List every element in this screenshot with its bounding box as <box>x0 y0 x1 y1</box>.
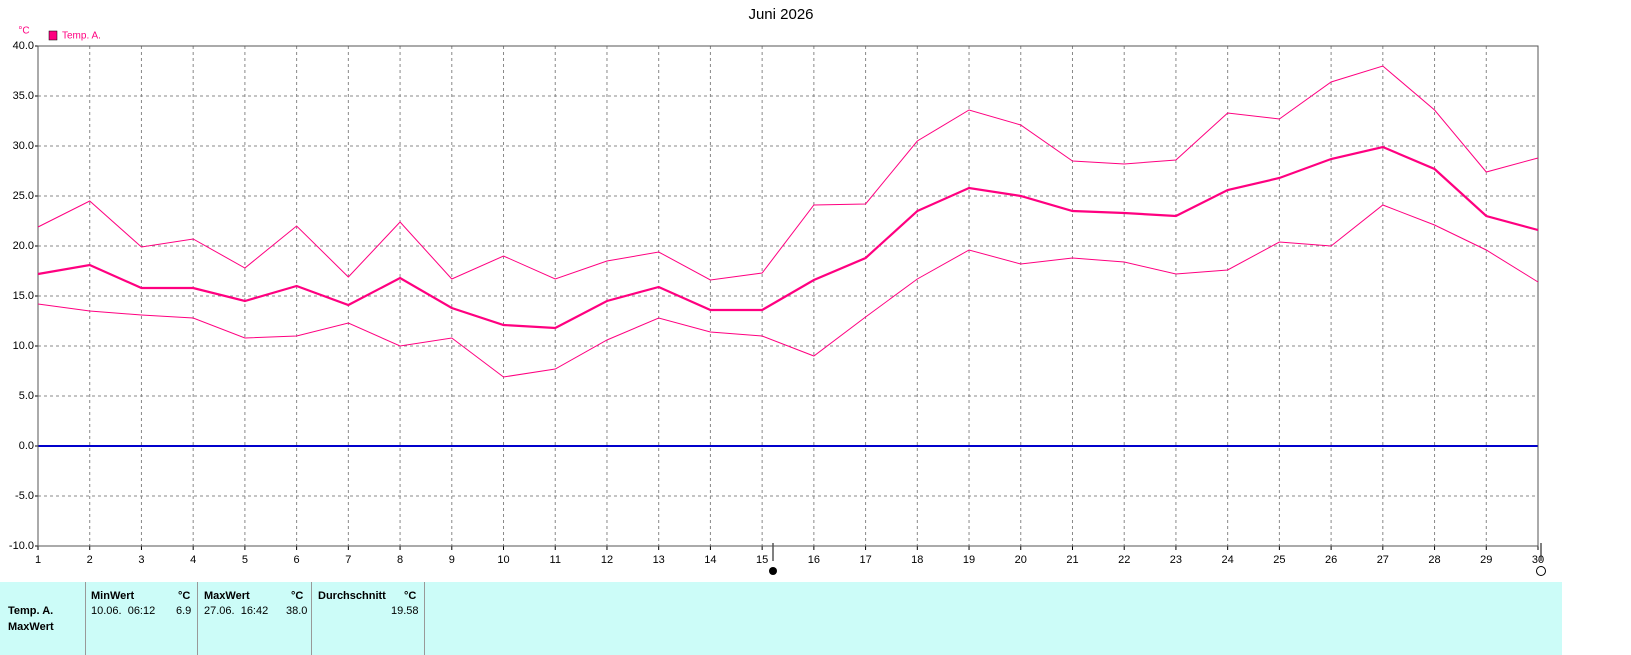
x-tick-label: 13 <box>653 554 665 566</box>
y-tick-label: 15.0 <box>13 290 34 302</box>
x-tick-label: 3 <box>138 554 144 566</box>
y-tick-label: -10.0 <box>9 540 34 552</box>
stats-table: MinWert °C MaxWert °C Durchschnitt °C Te… <box>0 582 1562 655</box>
x-tick-label: 12 <box>601 554 613 566</box>
cell: 38.0 <box>286 605 308 617</box>
x-tick-label: 6 <box>294 554 300 566</box>
x-tick-label: 9 <box>449 554 455 566</box>
divider <box>197 582 198 655</box>
x-tick-label: 26 <box>1325 554 1337 566</box>
marker <box>769 567 777 575</box>
x-tick-label: 11 <box>550 554 561 566</box>
x-tick-label: 22 <box>1118 554 1130 566</box>
x-tick-label: 16 <box>808 554 820 566</box>
cell: 19.58 <box>391 605 419 617</box>
x-tick-label: 23 <box>1170 554 1182 566</box>
line-values <box>37 145 1539 330</box>
y-tick-label: 40.0 <box>13 40 34 52</box>
x-tick-label: 29 <box>1480 554 1492 566</box>
line-min <box>37 204 1539 378</box>
x-tick-label: 28 <box>1428 554 1440 566</box>
plot-frame <box>37 45 1539 547</box>
x-tick-label: 17 <box>859 554 871 566</box>
x-tick-label: 20 <box>1015 554 1027 566</box>
header: °C <box>291 590 304 602</box>
y-tick-label: 30.0 <box>13 140 34 152</box>
header: Durchschnitt <box>318 590 386 602</box>
unit-label: °C <box>18 26 29 37</box>
row-label: Temp. A. <box>8 605 54 617</box>
x-tick-label: 5 <box>242 554 248 566</box>
x-tick-label: 8 <box>397 554 403 566</box>
x-tick-label: 21 <box>1066 554 1078 566</box>
y-tick-label: 25.0 <box>13 190 34 202</box>
y-tick-label: 20.0 <box>13 240 34 252</box>
cell: 27.06. 16:42 <box>204 605 269 617</box>
x-tick-label: 1 <box>35 554 41 566</box>
line-max <box>37 65 1539 281</box>
legend-swatch <box>48 30 58 41</box>
y-tick-label: 35.0 <box>13 90 34 102</box>
x-tick-label: 27 <box>1377 554 1389 566</box>
x-tick-label: 19 <box>963 554 975 566</box>
x-tick-label: 30 <box>1532 554 1544 566</box>
x-tick-label: 25 <box>1273 554 1285 566</box>
x-tick-label: 7 <box>345 554 351 566</box>
marker <box>1536 566 1546 576</box>
divider <box>311 582 312 655</box>
header: MinWert <box>91 590 135 602</box>
chart-title: Juni 2026 <box>748 6 813 23</box>
legend-label: Temp. A. <box>62 31 101 42</box>
x-tick-label: 18 <box>911 554 923 566</box>
chart: Juni 2026 °C -10.0 -5.0 0.0 5.0 10.0 15.0 20.0… <box>9 6 1546 576</box>
y-tick-label: 5.0 <box>19 390 34 402</box>
header: MaxWert <box>204 590 250 602</box>
header: °C <box>404 590 417 602</box>
cell: 10.06. 06:12 <box>91 605 156 617</box>
y-tick-label: -5.0 <box>15 490 34 502</box>
cell: 6.9 <box>176 605 192 617</box>
y-tick-label: 0.0 <box>19 440 34 452</box>
x-tick-label: 24 <box>1222 554 1234 566</box>
y-tick-label: 10.0 <box>13 340 34 352</box>
x-tick-label: 10 <box>497 554 509 566</box>
divider <box>424 582 425 655</box>
x-tick-label: 4 <box>190 554 196 566</box>
x-tick-label: 15 <box>756 554 768 566</box>
x-tick-label: 14 <box>704 554 716 566</box>
header: °C <box>178 590 191 602</box>
row-label: MaxWert <box>8 621 54 633</box>
divider <box>85 582 86 655</box>
x-tick-label: 2 <box>87 554 93 566</box>
